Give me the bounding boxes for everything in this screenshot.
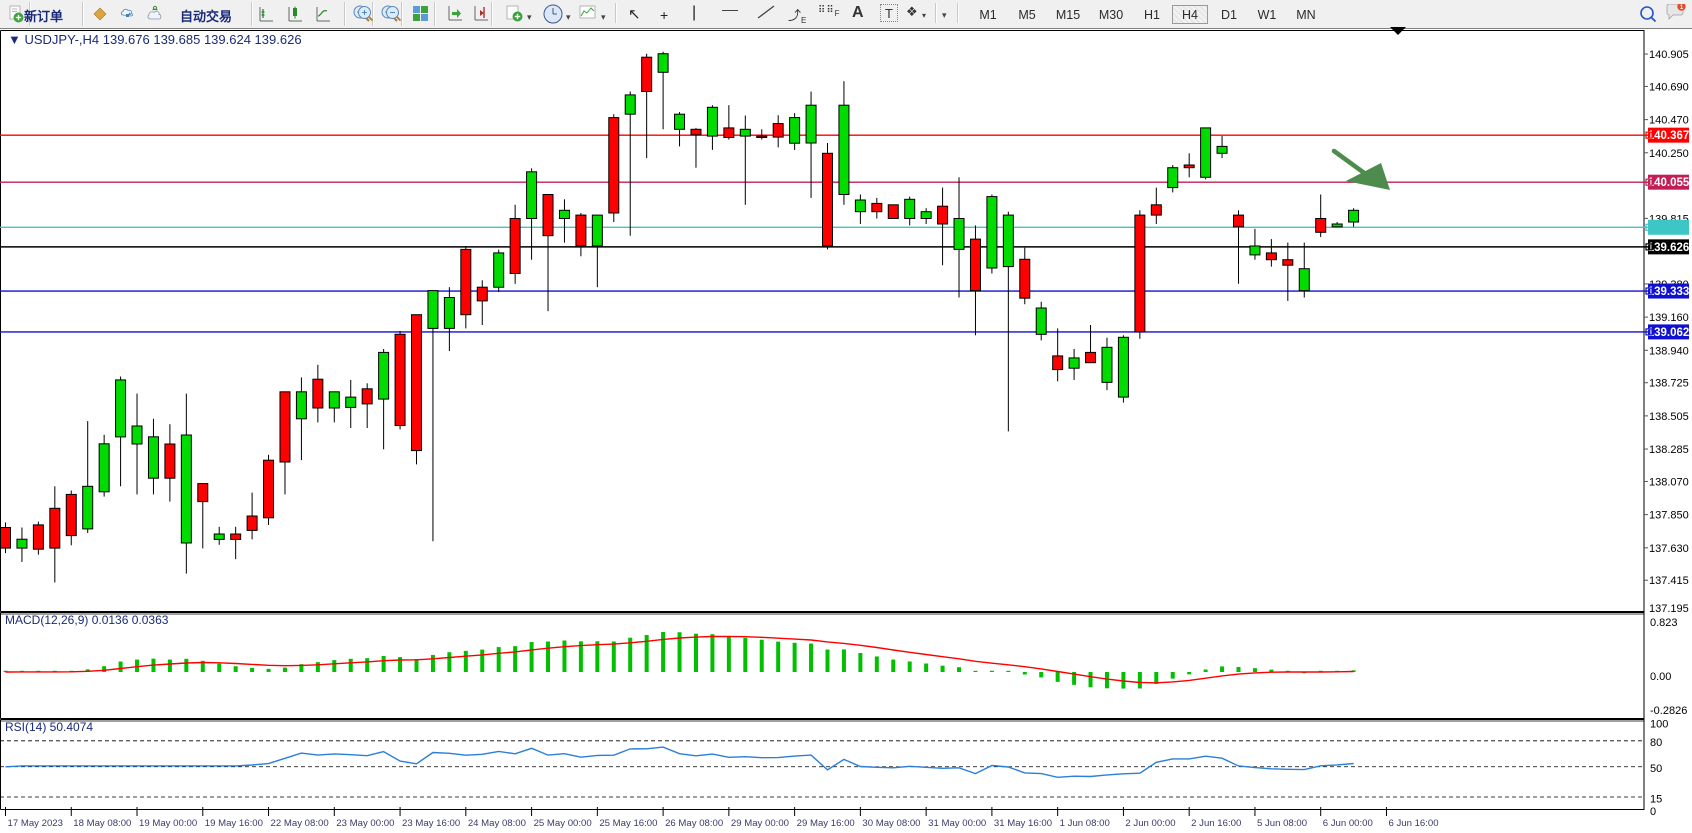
svg-text:0.823: 0.823 (1650, 617, 1678, 629)
svg-text:137.415: 137.415 (1649, 575, 1689, 587)
svg-text:23 May 16:00: 23 May 16:00 (402, 818, 460, 829)
svg-text:138.940: 138.940 (1649, 345, 1689, 357)
svg-text:19 May 16:00: 19 May 16:00 (205, 818, 263, 829)
svg-text:30 May 08:00: 30 May 08:00 (862, 818, 920, 829)
svg-text:139.062: 139.062 (1648, 327, 1690, 339)
svg-text:18 May 08:00: 18 May 08:00 (73, 818, 131, 829)
svg-text:29 May 16:00: 29 May 16:00 (797, 818, 855, 829)
svg-text:138.070: 138.070 (1649, 476, 1689, 488)
svg-text:140.470: 140.470 (1649, 115, 1689, 127)
svg-text:2 Jun 16:00: 2 Jun 16:00 (1191, 818, 1241, 829)
svg-text:139.333: 139.333 (1648, 286, 1690, 298)
svg-text:139.160: 139.160 (1649, 312, 1689, 324)
svg-text:31 May 16:00: 31 May 16:00 (994, 818, 1052, 829)
svg-text:6 Jun 16:00: 6 Jun 16:00 (1388, 818, 1438, 829)
svg-text:138.285: 138.285 (1649, 444, 1689, 456)
svg-text:17 May 2023: 17 May 2023 (8, 818, 63, 829)
svg-text:26 May 08:00: 26 May 08:00 (665, 818, 723, 829)
svg-text:138.725: 138.725 (1649, 378, 1689, 390)
svg-text:2 Jun 00:00: 2 Jun 00:00 (1125, 818, 1175, 829)
svg-text:31 May 00:00: 31 May 00:00 (928, 818, 986, 829)
svg-text:137.850: 137.850 (1649, 510, 1689, 522)
svg-text:0.00: 0.00 (1650, 671, 1671, 683)
svg-text:100: 100 (1650, 719, 1668, 731)
svg-text:25 May 16:00: 25 May 16:00 (599, 818, 657, 829)
svg-text:139.626: 139.626 (1648, 242, 1690, 254)
svg-text:140.690: 140.690 (1649, 81, 1689, 93)
svg-text:80: 80 (1650, 737, 1662, 749)
svg-text:25 May 00:00: 25 May 00:00 (534, 818, 592, 829)
svg-text:140.905: 140.905 (1649, 49, 1689, 61)
svg-text:140.367: 140.367 (1648, 130, 1690, 142)
svg-text:23 May 00:00: 23 May 00:00 (336, 818, 394, 829)
svg-text:29 May 00:00: 29 May 00:00 (731, 818, 789, 829)
svg-text:138.505: 138.505 (1649, 411, 1689, 423)
svg-text:24 May 08:00: 24 May 08:00 (468, 818, 526, 829)
svg-text:0: 0 (1650, 806, 1656, 818)
svg-text:6 Jun 00:00: 6 Jun 00:00 (1323, 818, 1373, 829)
svg-text:139.756: 139.756 (1648, 222, 1690, 234)
svg-text:19 May 00:00: 19 May 00:00 (139, 818, 197, 829)
svg-text:15: 15 (1650, 794, 1662, 806)
svg-text:-0.2826: -0.2826 (1650, 705, 1687, 717)
svg-text:140.250: 140.250 (1649, 148, 1689, 160)
svg-text:1 Jun 08:00: 1 Jun 08:00 (1060, 818, 1110, 829)
svg-text:22 May 08:00: 22 May 08:00 (271, 818, 329, 829)
svg-text:5 Jun 08:00: 5 Jun 08:00 (1257, 818, 1307, 829)
svg-text:50: 50 (1650, 763, 1662, 775)
svg-text:140.055: 140.055 (1648, 177, 1690, 189)
svg-text:137.630: 137.630 (1649, 543, 1689, 555)
